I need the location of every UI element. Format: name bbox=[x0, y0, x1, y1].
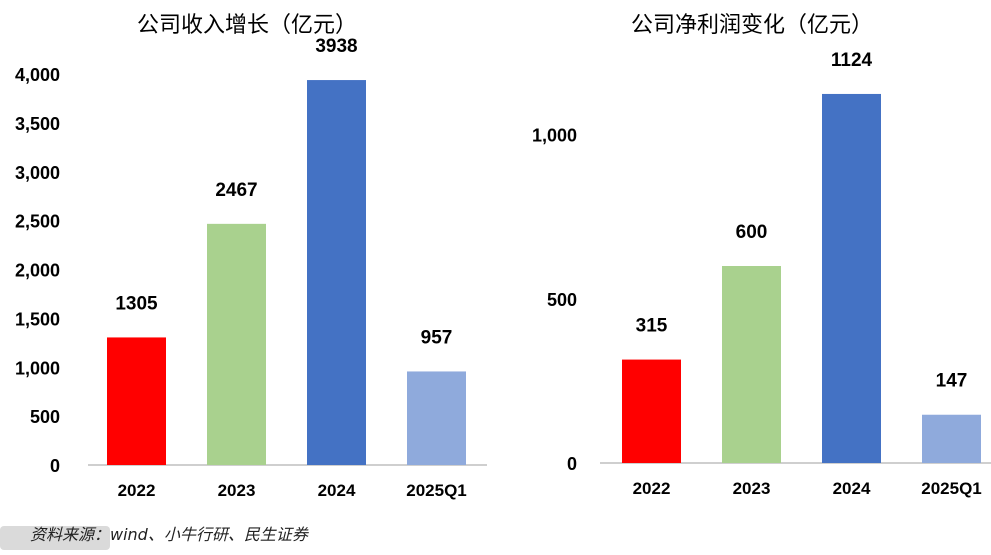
data-label: 2467 bbox=[215, 180, 257, 201]
y-tick-label: 3,500 bbox=[15, 114, 60, 134]
x-tick-label: 2022 bbox=[633, 479, 671, 498]
y-tick-label: 1,500 bbox=[15, 309, 60, 329]
source-note: 资料来源：wind、小牛行研、民生证券 bbox=[30, 525, 308, 544]
bar-2025Q1 bbox=[407, 371, 466, 465]
bar-2022 bbox=[622, 359, 681, 463]
y-tick-label: 2,000 bbox=[15, 261, 60, 281]
data-label: 3938 bbox=[315, 36, 357, 57]
data-label: 957 bbox=[421, 327, 453, 348]
bar-2025Q1 bbox=[922, 414, 981, 463]
bar-2023 bbox=[722, 266, 781, 463]
x-tick-label: 2022 bbox=[118, 481, 156, 500]
y-tick-label: 500 bbox=[30, 407, 60, 427]
x-tick-label: 2023 bbox=[733, 479, 771, 498]
y-tick-label: 2,500 bbox=[15, 212, 60, 232]
chart-title-2: 公司净利润变化（亿元） bbox=[631, 13, 873, 38]
data-label: 1305 bbox=[115, 293, 158, 314]
data-label: 1124 bbox=[831, 50, 873, 71]
y-tick-label: 1,000 bbox=[15, 358, 60, 378]
y-tick-label: 4,000 bbox=[15, 65, 60, 85]
bar-2023 bbox=[207, 223, 266, 465]
bar-2024 bbox=[822, 93, 881, 463]
x-tick-label: 2025Q1 bbox=[921, 479, 982, 498]
x-tick-label: 2025Q1 bbox=[406, 481, 467, 500]
data-label: 147 bbox=[936, 371, 968, 392]
x-tick-label: 2023 bbox=[218, 481, 256, 500]
bar-2024 bbox=[307, 80, 366, 466]
data-label: 600 bbox=[736, 222, 768, 243]
data-label: 315 bbox=[636, 316, 668, 337]
y-tick-label: 500 bbox=[547, 290, 577, 310]
y-tick-label: 0 bbox=[50, 456, 60, 476]
y-tick-label: 1,000 bbox=[532, 126, 577, 146]
chart-title-1: 公司收入增长（亿元） bbox=[137, 13, 357, 38]
watermark bbox=[0, 526, 110, 550]
bar-2022 bbox=[107, 337, 166, 465]
y-tick-label: 0 bbox=[567, 454, 577, 474]
y-tick-label: 3,000 bbox=[15, 163, 60, 183]
x-tick-label: 2024 bbox=[318, 481, 356, 500]
x-tick-label: 2024 bbox=[833, 479, 871, 498]
